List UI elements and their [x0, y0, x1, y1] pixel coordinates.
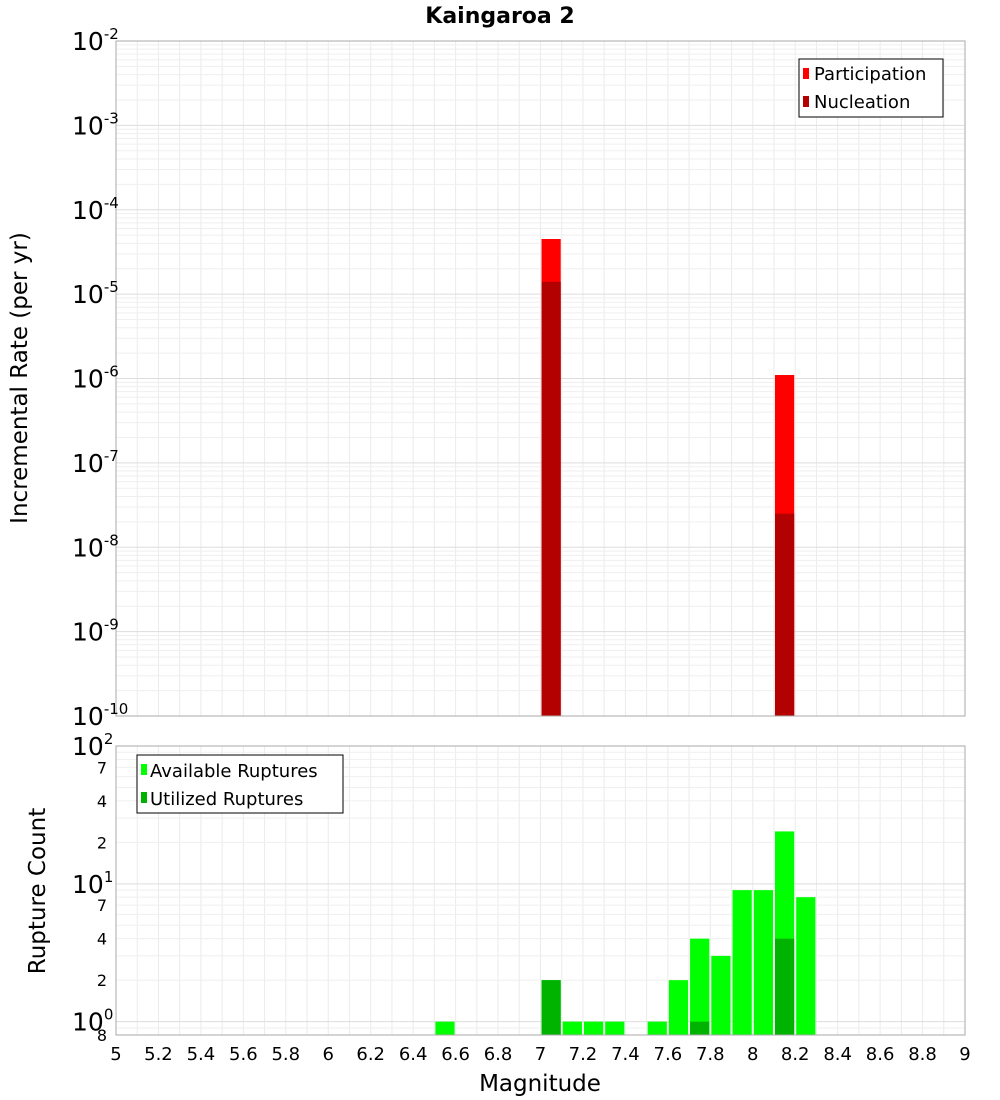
bottom-bar-available-ruptures-6 — [668, 980, 689, 1035]
x-tick-label-1: 5.2 — [144, 1044, 173, 1065]
y-minor-tick-label-1: 2 — [97, 971, 107, 990]
y-tick-label-1: 10-9 — [72, 616, 119, 647]
y-tick-label-0: 10-10 — [72, 700, 128, 731]
x-tick-label-3: 5.6 — [229, 1044, 258, 1065]
y-tick-label-2: 10-8 — [72, 531, 119, 562]
top-bars — [541, 239, 795, 716]
y-tick-label-7: 10-3 — [72, 109, 119, 140]
top-bar-nucleation-1 — [774, 513, 795, 716]
y-minor-tick-label-0: 8 — [97, 1026, 107, 1045]
x-tick-label-7: 6.4 — [399, 1044, 428, 1065]
x-tick-label-10: 7 — [535, 1044, 546, 1065]
x-tick-label-15: 8 — [747, 1044, 758, 1065]
y-tick-label-5: 10-5 — [72, 278, 119, 309]
bottom-bar-utilized-ruptures-0 — [541, 980, 561, 1035]
y-tick-label-2: 102 — [72, 730, 113, 761]
bottom-bar-available-ruptures-0 — [435, 1021, 455, 1035]
x-axis-ticks: 5 5.2 5.4 5.6 5.8 6 6.2 6.4 6.6 6.8 7 7.2 7.4 7.6 7.8 8… — [110, 1044, 970, 1065]
x-tick-label-4: 5.8 — [271, 1044, 300, 1065]
legend-swatch-nucleation — [803, 96, 809, 107]
bottom-bar-available-ruptures-5 — [647, 1021, 667, 1035]
y-tick-label-8: 10-2 — [72, 25, 119, 56]
x-tick-label-14: 7.8 — [696, 1044, 725, 1065]
bottom-bar-available-ruptures-4 — [605, 1021, 625, 1035]
x-tick-label-5: 6 — [323, 1044, 334, 1065]
x-tick-label-6: 6.2 — [356, 1044, 385, 1065]
legend-swatch-utilized — [141, 792, 147, 803]
bottom-bar-available-ruptures-12 — [796, 897, 816, 1035]
top-grid — [115, 40, 966, 717]
bottom-bar-available-ruptures-2 — [562, 1021, 582, 1035]
y-minor-tick-label-3: 7 — [97, 896, 107, 915]
top-bar-nucleation-0 — [541, 281, 561, 716]
x-tick-label-19: 8.8 — [908, 1044, 937, 1065]
x-tick-label-9: 6.8 — [484, 1044, 513, 1065]
y-minor-tick-label-4: 2 — [97, 833, 107, 852]
bottom-bar-available-ruptures-7 — [690, 938, 710, 1035]
bottom-y-axis-label: Rupture Count — [25, 808, 51, 974]
x-tick-label-20: 9 — [959, 1044, 970, 1065]
top-plot-area — [115, 40, 966, 717]
y-tick-label-1: 101 — [72, 868, 113, 899]
top-y-axis-ticks: 10-10 10-9 10-8 10-7 10-6 10-5 10-4 10-3 10-2 — [72, 25, 128, 731]
legend-swatch-available — [141, 764, 147, 775]
top-y-axis-label: Incremental Rate (per yr) — [7, 232, 33, 524]
y-tick-label-0: 100 — [72, 1006, 113, 1037]
bottom-bar-available-ruptures-8 — [711, 955, 731, 1035]
x-tick-label-2: 5.4 — [187, 1044, 216, 1065]
y-tick-label-6: 10-4 — [72, 194, 119, 225]
x-tick-label-13: 7.6 — [654, 1044, 683, 1065]
bottom-bar-available-ruptures-9 — [732, 890, 752, 1035]
x-tick-label-17: 8.4 — [823, 1044, 852, 1065]
legend-label-participation: Participation — [814, 64, 926, 85]
bottom-y-axis-ticks: 100 101 102 8 2 4 7 2 4 7 — [72, 730, 113, 1045]
x-tick-label-8: 6.6 — [441, 1044, 470, 1065]
top-legend: Participation Nucleation — [798, 58, 944, 118]
bottom-legend: Available Ruptures Utilized Ruptures — [136, 754, 344, 814]
bottom-bar-available-ruptures-10 — [753, 890, 773, 1035]
legend-swatch-participation — [803, 68, 809, 79]
bottom-bar-available-ruptures-3 — [583, 1021, 604, 1035]
y-minor-tick-label-2: 4 — [97, 930, 107, 949]
legend-label-available: Available Ruptures — [150, 761, 318, 782]
x-tick-label-0: 5 — [110, 1044, 121, 1065]
x-axis-label: Magnitude — [479, 1071, 601, 1097]
y-tick-label-3: 10-7 — [72, 447, 119, 478]
y-minor-tick-label-5: 4 — [97, 792, 107, 811]
chart-title: Kaingaroa 2 — [425, 4, 574, 29]
bottom-bar-utilized-ruptures-2 — [774, 938, 795, 1035]
bottom-bars — [435, 831, 816, 1035]
x-tick-label-18: 8.6 — [866, 1044, 895, 1065]
x-tick-label-11: 7.2 — [569, 1044, 598, 1065]
legend-label-nucleation: Nucleation — [814, 92, 910, 113]
x-tick-label-12: 7.4 — [611, 1044, 640, 1065]
legend-label-utilized: Utilized Ruptures — [150, 789, 303, 810]
y-tick-label-4: 10-6 — [72, 363, 119, 394]
x-tick-label-16: 8.2 — [781, 1044, 810, 1065]
y-minor-tick-label-6: 7 — [97, 758, 107, 777]
bottom-bar-utilized-ruptures-1 — [690, 1021, 710, 1035]
